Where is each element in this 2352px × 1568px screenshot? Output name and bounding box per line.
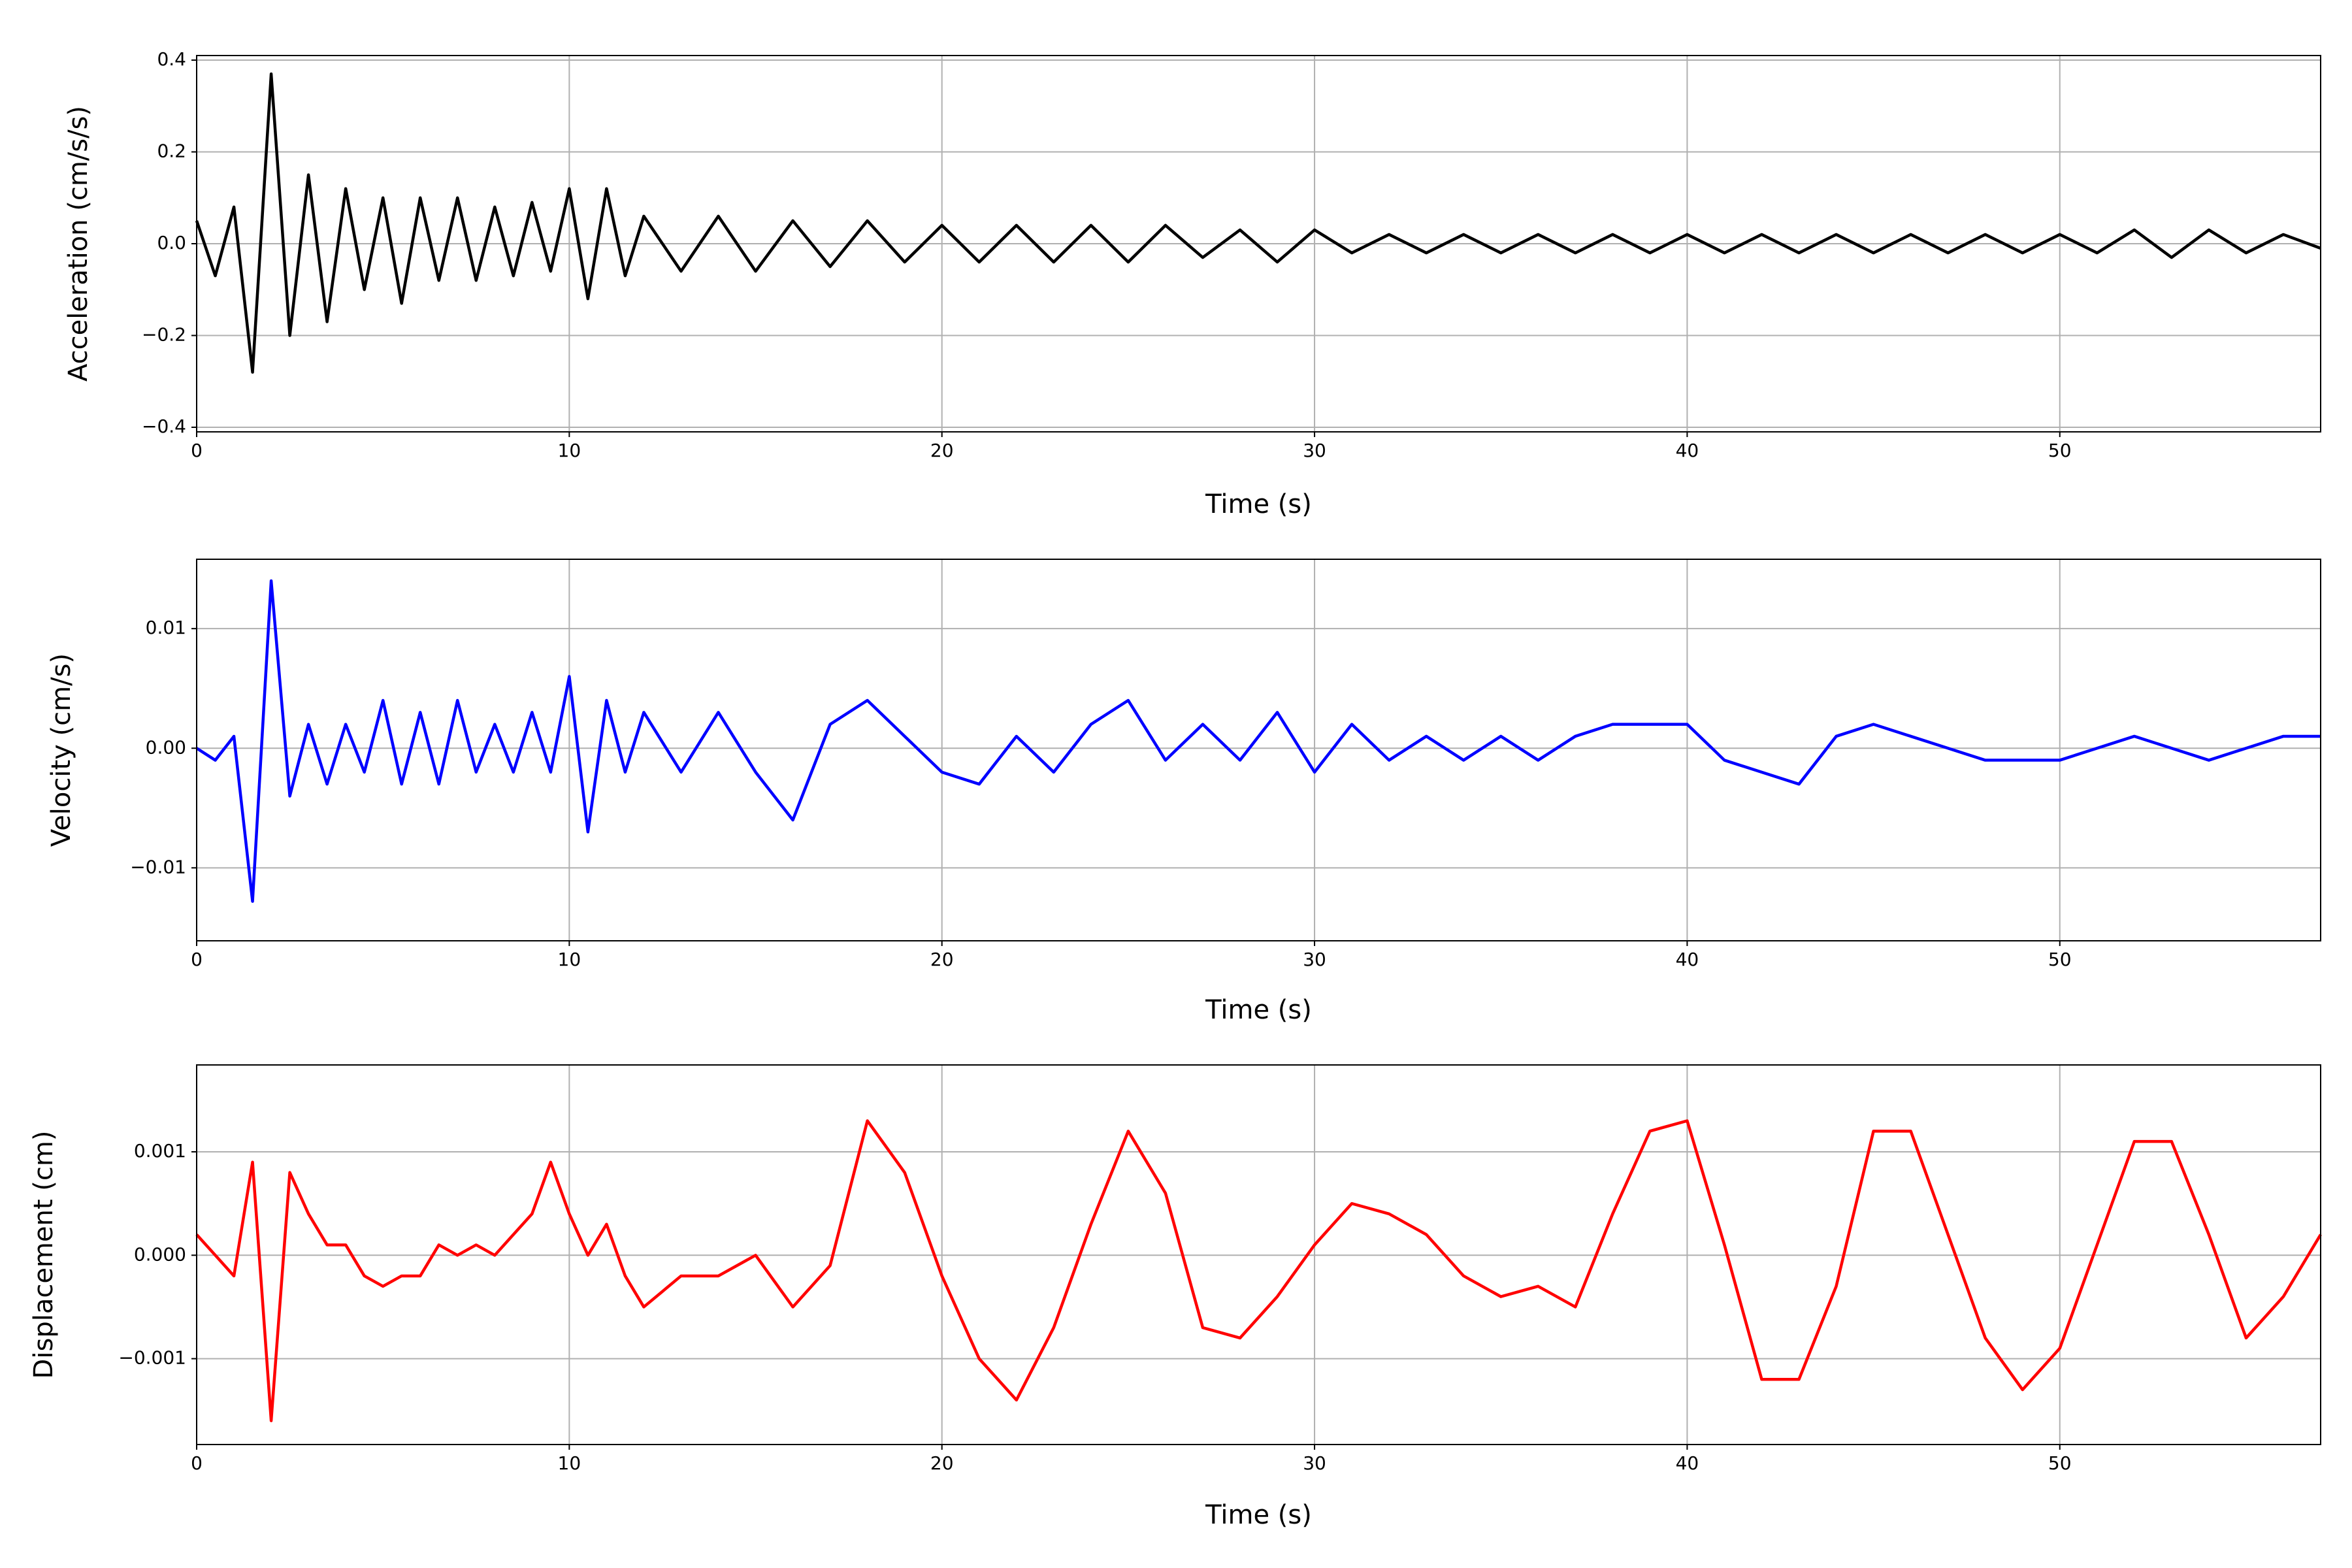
x-tick-label: 40 (1676, 1452, 1699, 1474)
y-axis-label: Displacement (cm) (29, 1131, 59, 1379)
x-tick-label: 40 (1676, 440, 1699, 461)
x-tick-label: 50 (2048, 1452, 2072, 1474)
y-axis-label: Velocity (cm/s) (46, 653, 76, 847)
x-tick-label: 30 (1303, 949, 1326, 970)
axes-frame (196, 559, 2321, 941)
x-tick-label: 30 (1303, 1452, 1326, 1474)
x-tick-label: 20 (930, 949, 954, 970)
y-tick-label: −0.01 (130, 856, 186, 877)
x-tick-label: 30 (1303, 440, 1326, 461)
x-tick-label: 20 (930, 1452, 954, 1474)
y-axis-label: Acceleration (cm/s/s) (63, 106, 93, 382)
x-axis-label: Time (s) (1205, 995, 1312, 1025)
y-tick-label: −0.4 (142, 416, 186, 437)
y-tick-label: 0.2 (157, 140, 186, 162)
y-tick-label: 0.01 (146, 617, 186, 638)
data-line (195, 579, 2321, 903)
x-tick-label: 50 (2048, 440, 2072, 461)
data-line (195, 1119, 2322, 1422)
y-tick-label: 0.4 (157, 48, 186, 70)
x-tick-label: 0 (191, 440, 203, 461)
x-tick-label: 10 (558, 949, 581, 970)
x-tick-label: 10 (558, 440, 581, 461)
x-tick-label: 20 (930, 440, 954, 461)
y-tick-label: 0.0 (157, 232, 186, 253)
y-tick-label: −0.001 (118, 1347, 186, 1369)
x-axis-label: Time (s) (1205, 1500, 1312, 1530)
x-axis-label: Time (s) (1205, 489, 1312, 519)
x-tick-label: 10 (558, 1452, 581, 1474)
y-tick-label: 0.001 (134, 1140, 186, 1162)
axes-frame (196, 1064, 2321, 1445)
y-tick-label: 0.000 (134, 1243, 186, 1265)
y-tick-label: −0.2 (142, 323, 186, 345)
axes-frame (196, 55, 2321, 433)
x-tick-label: 50 (2048, 949, 2072, 970)
x-tick-label: 0 (191, 949, 203, 970)
y-tick-label: 0.00 (146, 736, 186, 758)
data-line (195, 72, 2321, 374)
x-tick-label: 0 (191, 1452, 203, 1474)
x-tick-label: 40 (1676, 949, 1699, 970)
